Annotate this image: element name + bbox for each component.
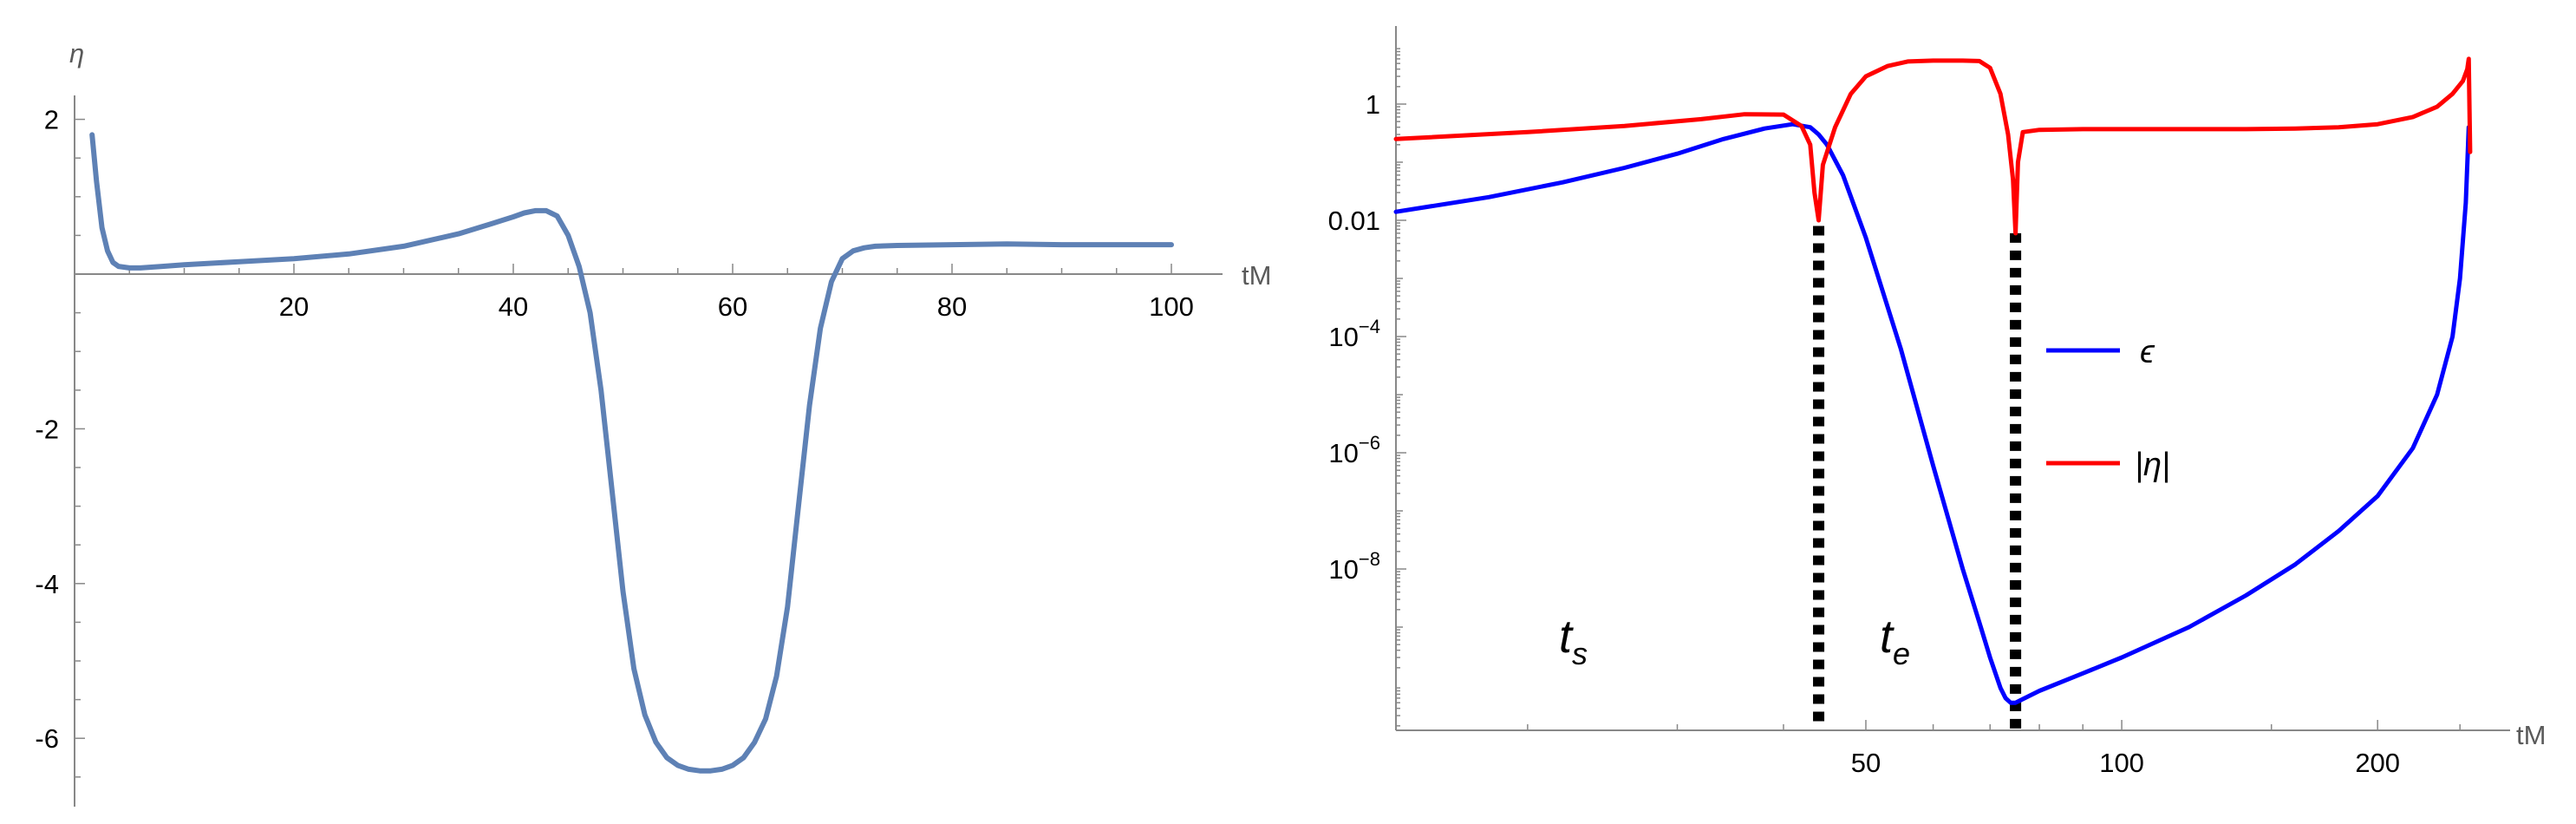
eta-abs-series-line [1393,56,2473,236]
y-axis-label: η [69,38,84,69]
eta-chart: η tM 20 40 60 80 100 2 -2 -4 -6 [35,38,1271,807]
marker-label: ts [1559,611,1588,671]
x-tick-label: 50 [1851,748,1881,778]
y-tick-label: 10−4 [1328,316,1380,352]
x-tick-label: 40 [499,291,528,322]
y-tick-label: 10−8 [1328,548,1380,585]
x-tick-label: 20 [279,291,309,322]
annotations: ts te [1559,611,1910,671]
legend: ϵ |η| [2046,334,2170,483]
x-axis-label: tM [1242,260,1271,291]
y-tick-label: 2 [44,105,59,135]
x-tick-label: 80 [937,291,967,322]
tick-labels: 50 100 200 1 0.01 10−4 10−6 10−8 [1328,89,2400,778]
axes [1395,26,2510,731]
marker-label: te [1880,611,1910,671]
dotted-markers [1813,226,2022,729]
tick-labels: 20 40 60 80 100 2 -2 -4 -6 [35,105,1193,755]
x-tick-label: 100 [2099,748,2144,778]
legend-label-epsilon: ϵ [2140,334,2155,370]
y-tick-label: -4 [35,569,59,599]
x-axis-label: tM [2516,720,2546,750]
y-tick-label: -2 [35,414,59,444]
x-tick-label: 100 [1149,291,1194,322]
y-tick-label: 10−6 [1328,432,1380,468]
axes [74,95,1223,807]
legend-label-eta: |η| [2135,447,2170,483]
eta-series-line [89,132,1174,774]
y-tick-label: -6 [35,723,59,754]
y-tick-label: 1 [1366,89,1380,120]
x-tick-label: 200 [2355,748,2400,778]
series [89,132,1174,774]
epsilon-series-line [1393,121,2471,705]
series [1393,56,2473,705]
y-tick-label: 0.01 [1328,206,1380,236]
epsilon-eta-log-chart: tM 50 100 200 1 0.01 10−4 10−6 10−8 ϵ |η| ts te [1328,26,2546,778]
x-tick-label: 60 [718,291,747,322]
